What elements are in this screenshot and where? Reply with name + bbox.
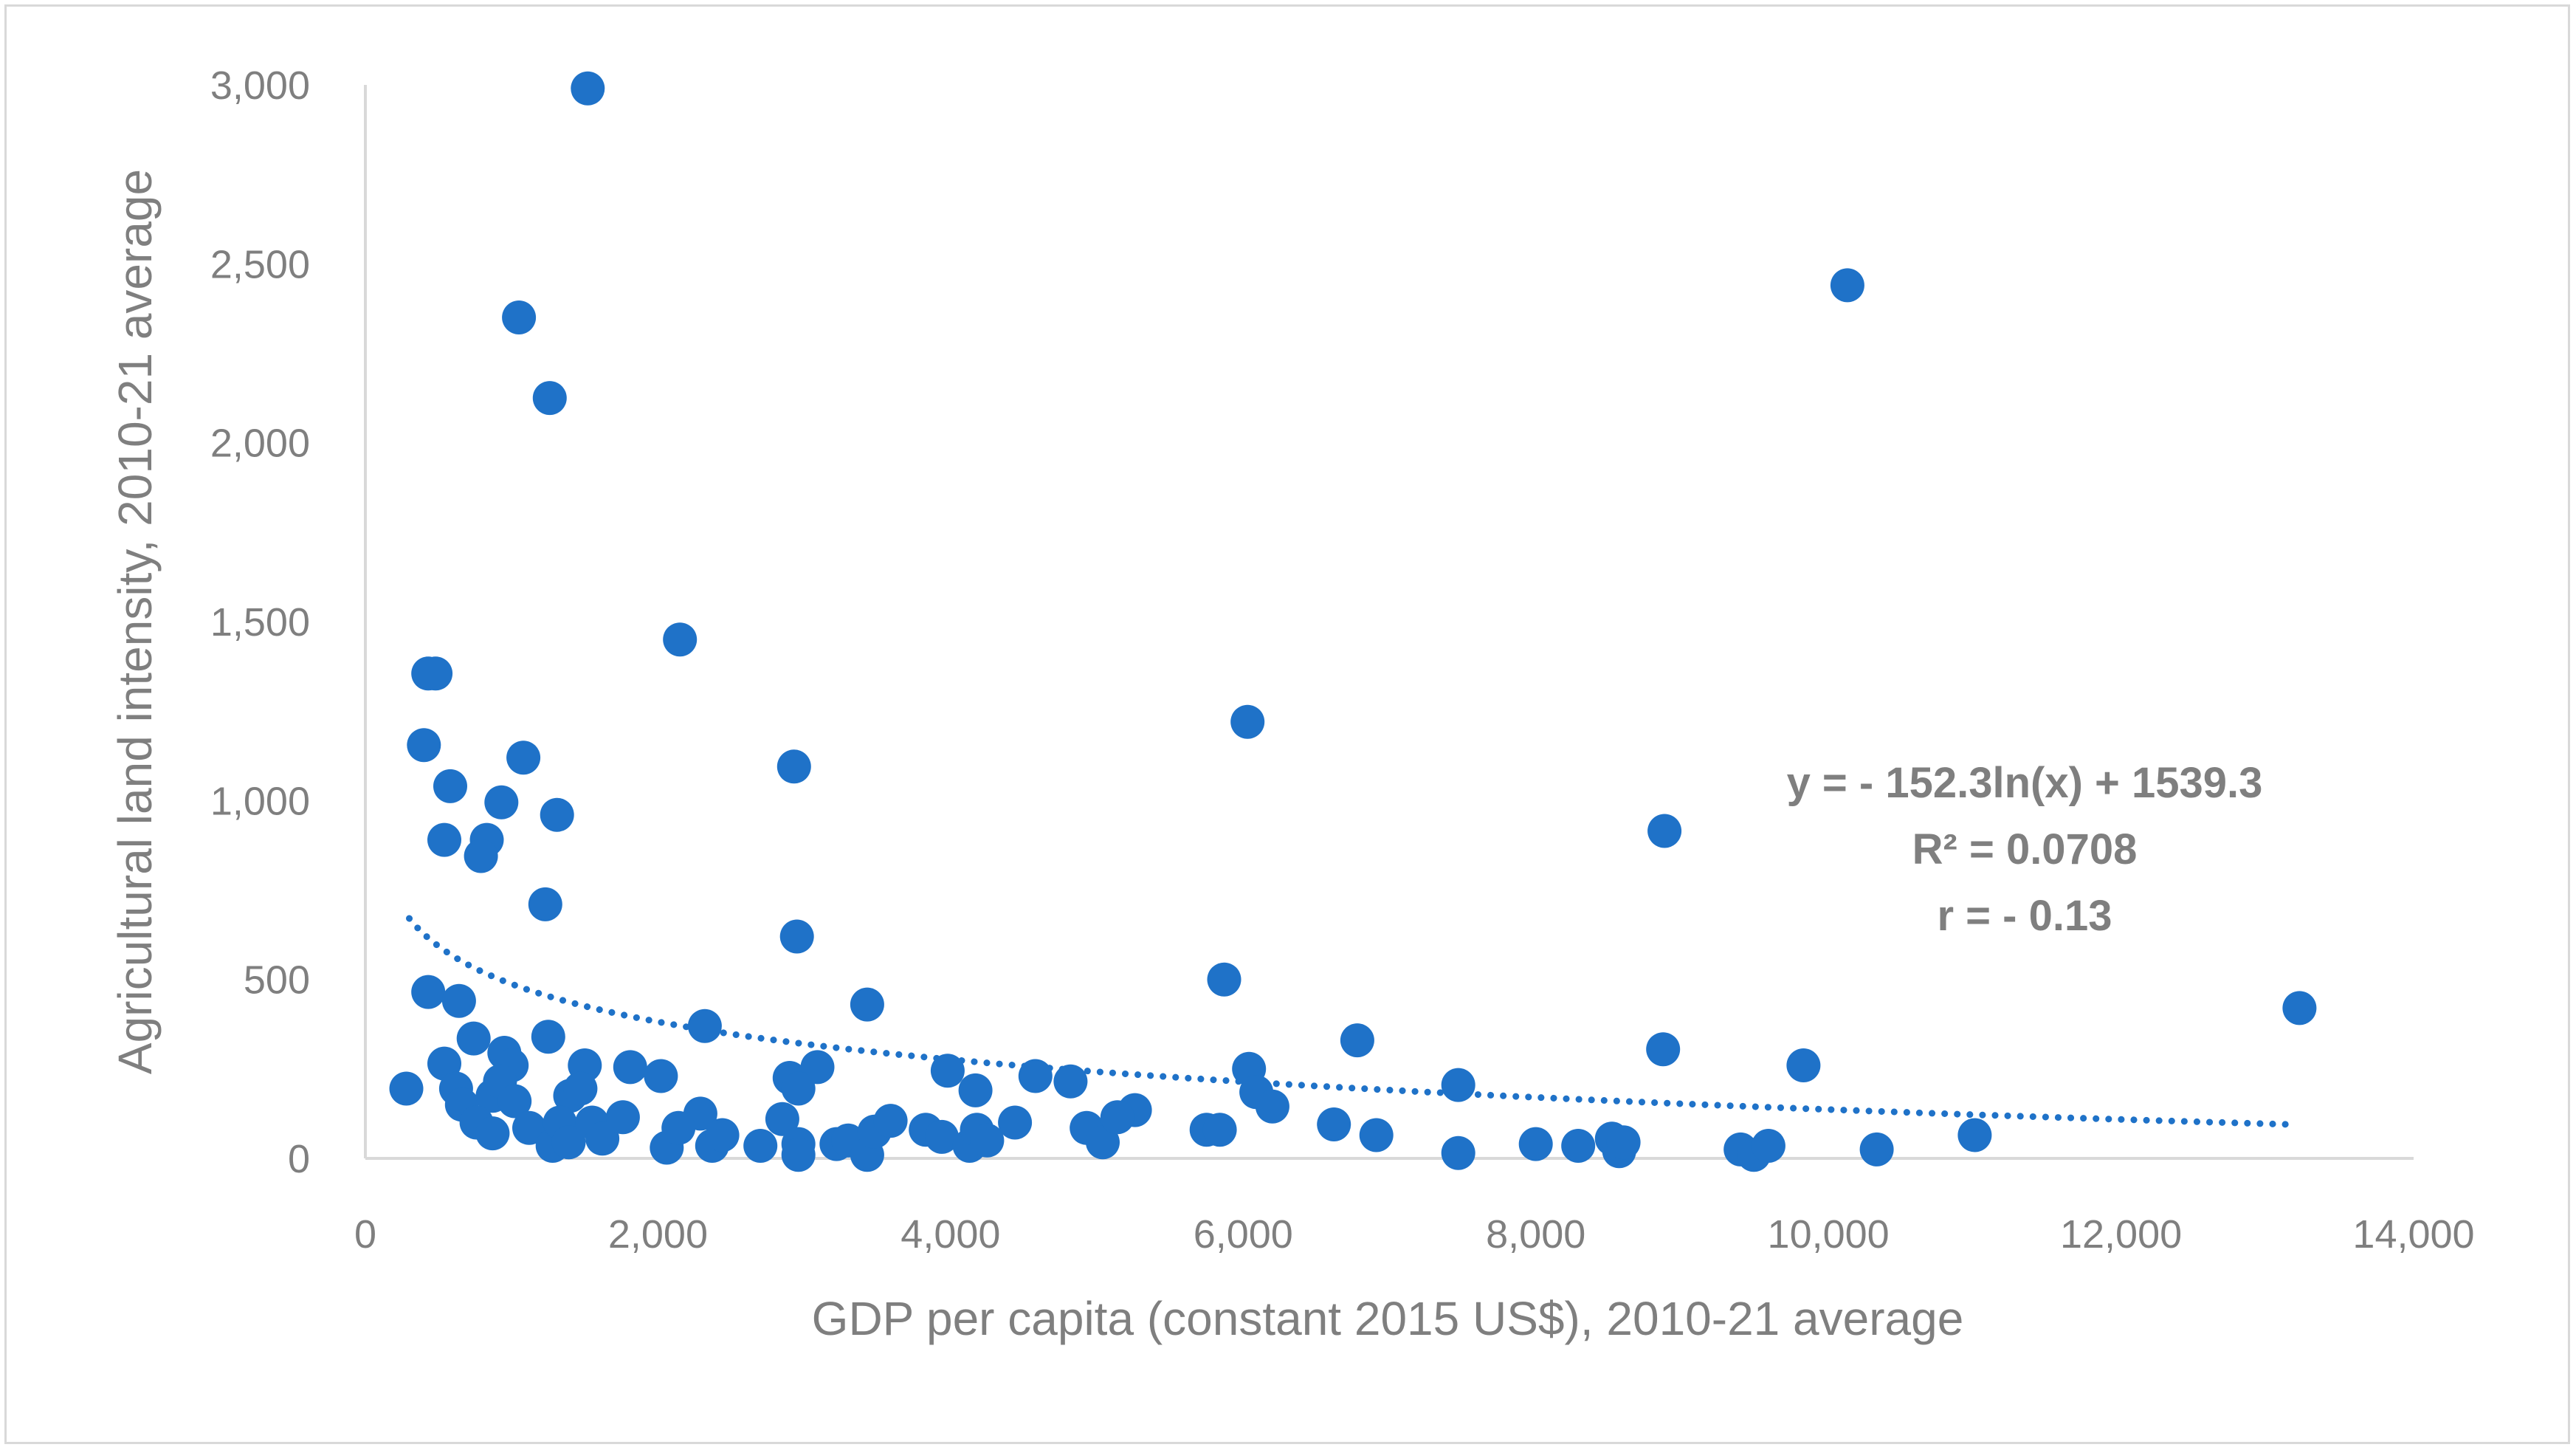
data-point: [1100, 1100, 1134, 1135]
y-tick-labels: 0 500 1,000 1,500 2,000 2,500 3,000: [210, 63, 310, 1181]
data-point: [528, 887, 562, 921]
data-point: [687, 1009, 722, 1043]
x-tick-label: 14,000: [2352, 1212, 2474, 1257]
x-tick-labels: 0 2,000 4,000 6,000 8,000 10,000 12,000 14,000: [354, 1212, 2475, 1257]
data-point: [502, 300, 537, 334]
trend-equation: y = - 152.3ln(x) + 1539.3: [1787, 759, 2263, 807]
x-tick-label: 12,000: [2060, 1212, 2182, 1257]
data-point: [873, 1104, 908, 1138]
data-point: [389, 1071, 424, 1106]
correlation-label: r = - 0.13: [1938, 892, 2112, 940]
data-point: [1606, 1125, 1641, 1160]
data-point: [1441, 1135, 1475, 1170]
data-point: [456, 1021, 491, 1056]
y-tick-label: 1,500: [210, 600, 310, 645]
data-point: [407, 728, 441, 763]
data-point: [781, 1138, 816, 1172]
data-point: [512, 1110, 546, 1145]
data-point: [765, 1102, 799, 1136]
data-point: [563, 1071, 598, 1106]
data-point: [1255, 1089, 1289, 1124]
data-point: [411, 975, 446, 1009]
y-tick-label: 2,500: [210, 242, 310, 286]
data-point: [1518, 1127, 1553, 1161]
data-point: [1202, 1113, 1237, 1147]
data-point: [663, 622, 698, 657]
data-point: [1441, 1068, 1475, 1102]
data-point: [1086, 1125, 1120, 1160]
x-tick-label: 2,000: [608, 1212, 708, 1257]
data-point: [1053, 1064, 1088, 1099]
x-tick-label: 6,000: [1194, 1212, 1293, 1257]
y-tick-label: 0: [288, 1137, 310, 1181]
data-point: [705, 1118, 740, 1152]
x-tick-label: 0: [354, 1212, 376, 1257]
data-point: [540, 797, 574, 832]
data-point: [464, 839, 498, 873]
data-point: [1830, 268, 1864, 303]
data-point: [605, 1100, 640, 1135]
chart-frame: [4, 4, 2570, 1444]
y-tick-label: 3,000: [210, 63, 310, 108]
data-point: [776, 749, 811, 784]
data-point: [781, 1071, 816, 1106]
data-point: [1751, 1129, 1785, 1163]
data-point: [1018, 1059, 1053, 1093]
data-point: [419, 656, 453, 691]
y-tick-label: 2,000: [210, 422, 310, 466]
data-point: [1359, 1118, 1394, 1152]
data-point: [532, 381, 567, 416]
r-squared-label: R² = 0.0708: [1912, 825, 2138, 873]
data-point: [441, 983, 476, 1018]
data-point: [1230, 704, 1265, 739]
data-point: [925, 1119, 959, 1154]
data-point: [1207, 962, 1241, 997]
x-tick-label: 4,000: [900, 1212, 1000, 1257]
y-axis-title: Agricultural land intensity, 2010-21 ave…: [109, 169, 162, 1074]
data-point: [427, 822, 461, 857]
data-point: [433, 769, 467, 803]
x-tick-label: 10,000: [1768, 1212, 1890, 1257]
data-point: [497, 1084, 532, 1119]
x-tick-label: 8,000: [1486, 1212, 1585, 1257]
data-point: [1340, 1023, 1374, 1058]
y-tick-label: 500: [244, 958, 310, 1003]
data-point: [1646, 1032, 1681, 1067]
data-point: [1561, 1129, 1596, 1163]
axes: [364, 85, 2414, 1160]
data-point: [998, 1105, 1033, 1140]
data-point: [571, 71, 605, 106]
data-point: [531, 1020, 565, 1054]
data-point: [779, 919, 814, 954]
data-point: [1957, 1118, 1992, 1152]
data-points: [389, 71, 2317, 1172]
x-axis-title: GDP per capita (constant 2015 US$), 2010…: [812, 1292, 1964, 1345]
data-point: [958, 1073, 993, 1107]
data-point: [930, 1054, 965, 1088]
data-point: [1859, 1132, 1894, 1166]
data-point: [1786, 1048, 1821, 1082]
data-point: [484, 785, 519, 820]
data-point: [661, 1110, 696, 1145]
data-point: [1647, 814, 1682, 848]
data-point: [2282, 991, 2317, 1025]
data-point: [644, 1059, 678, 1093]
data-point: [551, 1125, 586, 1160]
data-point: [1317, 1107, 1351, 1141]
data-point: [613, 1050, 647, 1085]
data-point: [743, 1129, 778, 1163]
y-tick-label: 1,000: [210, 779, 310, 823]
data-point: [585, 1121, 620, 1156]
log-trendline: [406, 915, 2300, 1128]
data-point: [506, 741, 541, 775]
data-point: [970, 1123, 1005, 1158]
data-point: [475, 1116, 510, 1151]
data-point: [850, 987, 884, 1022]
